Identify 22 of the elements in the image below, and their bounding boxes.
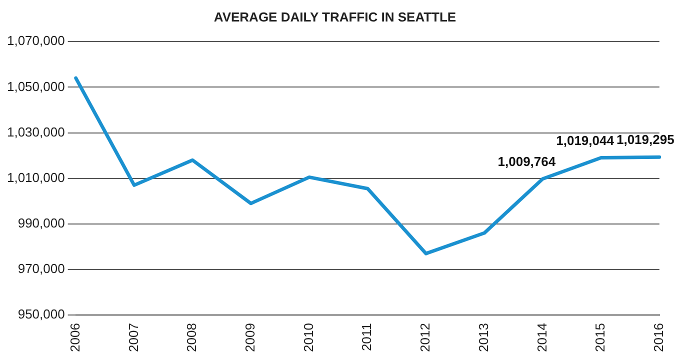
x-tick-label: 2006 <box>67 323 82 352</box>
x-tick-label: 2010 <box>300 323 316 352</box>
x-tick-label: 2009 <box>242 323 258 352</box>
y-tick-label: 950,000 <box>18 306 65 322</box>
x-tick-label: 2007 <box>126 323 141 352</box>
y-tick-label: 1,070,000 <box>6 33 65 48</box>
y-tick-label: 970,000 <box>18 261 65 276</box>
x-tick-label: 2015 <box>592 323 608 352</box>
data-label: 1,009,764 <box>498 154 556 169</box>
y-tick-label: 990,000 <box>18 216 65 230</box>
x-tick-label: 2014 <box>534 323 550 352</box>
x-tick-label: 2011 <box>359 323 374 352</box>
data-label: 1,019,295 <box>616 132 674 148</box>
y-tick-label: 1,010,000 <box>6 170 65 185</box>
x-tick-label: 2013 <box>476 323 491 352</box>
y-tick-label: 1,030,000 <box>6 124 65 140</box>
y-tick-label: 1,050,000 <box>6 78 65 94</box>
chart-title: AVERAGE DAILY TRAFFIC IN SEATTLE <box>214 9 456 24</box>
x-tick-label: 2016 <box>650 323 666 352</box>
x-tick-label: 2012 <box>418 323 433 352</box>
data-label: 1,019,044 <box>556 132 615 148</box>
x-tick-label: 2008 <box>184 323 200 352</box>
